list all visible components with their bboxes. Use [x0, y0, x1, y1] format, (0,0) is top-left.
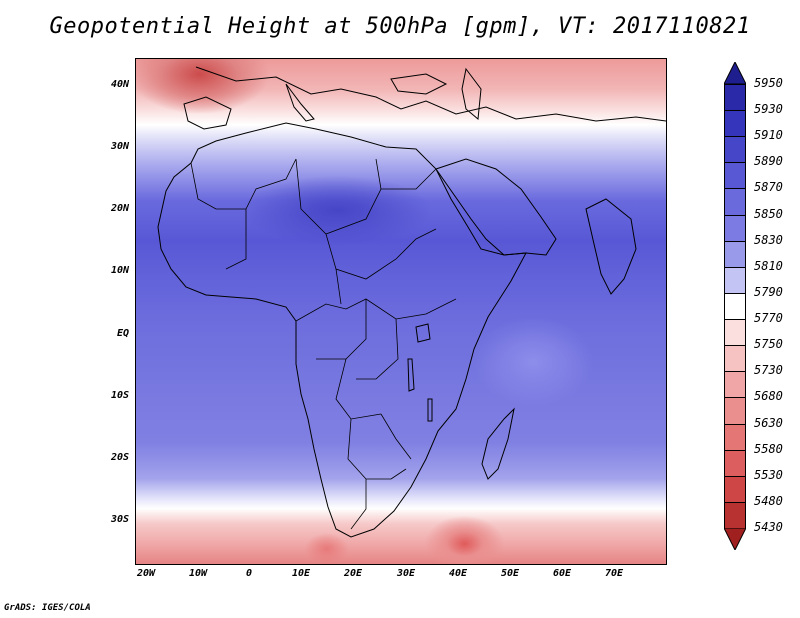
lat-label-40n: 40N — [110, 79, 129, 90]
madagascar-coastline — [481, 407, 515, 480]
iberia-coastline — [183, 96, 232, 130]
map-title: Geopotential Height at 500hPa [gpm], VT:… — [49, 14, 751, 39]
colorbar-label: 5630 — [754, 415, 783, 430]
lat-label-10s: 10S — [110, 390, 129, 401]
colorbar-label: 5850 — [754, 206, 783, 221]
lon-label-40e: 40E — [448, 568, 468, 579]
black-sea-coastline — [390, 73, 448, 95]
africa-coastline — [157, 122, 527, 538]
lat-label-30n: 30N — [110, 141, 129, 152]
colorbar-cell — [724, 449, 746, 477]
caspian-coastline — [461, 67, 482, 120]
colorbar-cell — [724, 84, 746, 112]
lon-label-20e: 20E — [343, 568, 363, 579]
lon-label-10w: 10W — [188, 568, 208, 579]
colorbar-label: 5810 — [754, 258, 783, 273]
lake-tanganyika — [407, 358, 415, 392]
colorbar-label: 5830 — [754, 232, 783, 247]
colorbar-cell — [724, 423, 746, 451]
lon-label-0: 0 — [245, 568, 253, 579]
colorbar-label: 5910 — [754, 128, 783, 143]
colorbar-cell — [724, 319, 746, 347]
colorbar-label: 5930 — [754, 102, 783, 117]
colorbar-label: 5730 — [754, 363, 783, 378]
colorbar-label: 5890 — [754, 154, 783, 169]
colorbar-cell — [724, 397, 746, 425]
credit-text: GrADS: IGES/COLA — [4, 603, 91, 613]
lon-label-30e: 30E — [396, 568, 416, 579]
colorbar-label: 5950 — [754, 76, 783, 90]
colorbar-cell — [724, 188, 746, 216]
europe-coastline — [195, 66, 666, 122]
colorbar-cell — [724, 266, 746, 294]
lon-label-70e: 70E — [604, 568, 624, 579]
colorbar-label: 5530 — [754, 467, 783, 482]
lat-label-20n: 20N — [110, 203, 129, 214]
colorbar-label: 5790 — [754, 284, 783, 299]
colorbar — [724, 62, 746, 550]
colorbar-label: 5750 — [754, 337, 783, 352]
india-coastline — [585, 198, 637, 295]
lon-label-10e: 10E — [291, 568, 311, 579]
colorbar-cell — [724, 162, 746, 190]
colorbar-bottom-arrow — [724, 528, 746, 550]
lon-label-50e: 50E — [500, 568, 520, 579]
colorbar-label: 5870 — [754, 180, 783, 195]
lake-victoria — [415, 323, 431, 343]
lat-label-eq: EQ — [116, 328, 129, 339]
colorbar-cell — [724, 371, 746, 399]
colorbar-label: 5580 — [754, 441, 783, 456]
lat-label-20s: 20S — [110, 452, 129, 463]
lon-label-60e: 60E — [552, 568, 572, 579]
colorbar-cell — [724, 345, 746, 373]
coastline-overlay — [157, 66, 666, 538]
colorbar-cell — [724, 214, 746, 242]
lon-label-20w: 20W — [136, 568, 156, 579]
lat-label-30s: 30S — [110, 514, 129, 525]
colorbar-cell — [724, 136, 746, 164]
colorbar-label: 5480 — [754, 493, 783, 508]
lake-malawi — [427, 398, 433, 422]
colorbar-cell — [724, 292, 746, 321]
colorbar-top-arrow — [724, 62, 746, 84]
colorbar-cell — [724, 475, 746, 503]
colorbar-label: 5680 — [754, 389, 783, 404]
arabia-coastline — [435, 158, 557, 256]
italy-coastline — [285, 83, 315, 122]
lat-label-10n: 10N — [110, 265, 129, 276]
country-borders — [190, 158, 457, 530]
colorbar-cell — [724, 501, 746, 529]
colorbar-label: 5770 — [754, 311, 783, 326]
colorbar-cell — [724, 110, 746, 138]
colorbar-label: 5430 — [754, 520, 783, 534]
colorbar-cell — [724, 240, 746, 268]
map-plot-area — [135, 58, 667, 565]
